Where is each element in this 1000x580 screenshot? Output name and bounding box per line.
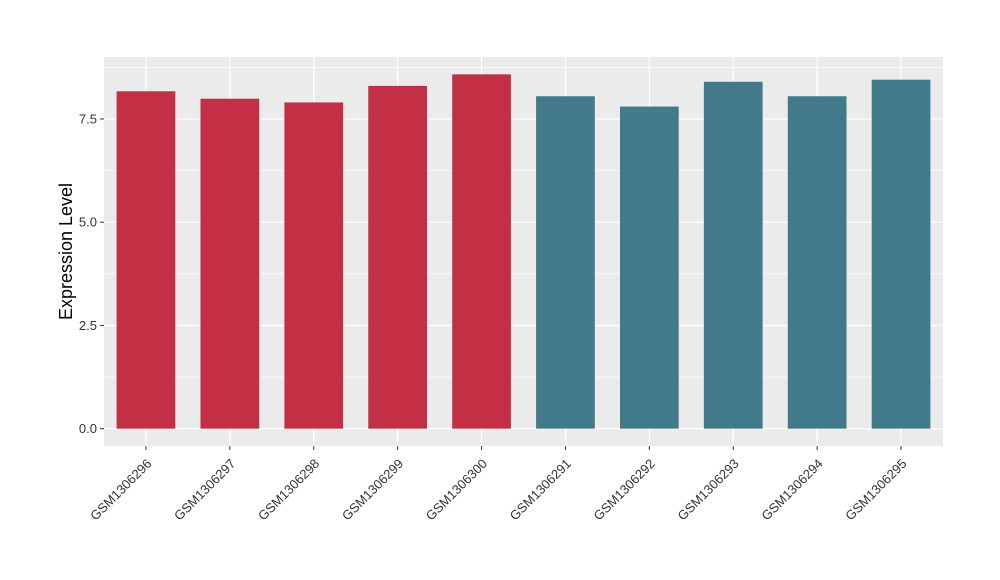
bars — [116, 74, 931, 429]
x-tick-label: GSM1306299 — [339, 456, 406, 523]
x-tick-label: GSM1306294 — [758, 456, 825, 523]
y-tick-label: 5.0 — [79, 215, 97, 230]
x-tick-label: GSM1306293 — [674, 456, 741, 523]
x-tick-label: GSM1306291 — [507, 456, 574, 523]
bar-GSM1306297 — [200, 98, 260, 429]
y-tick-label: 7.5 — [79, 111, 97, 126]
bar-GSM1306295 — [871, 79, 931, 429]
y-tick-label: 2.5 — [79, 318, 97, 333]
y-tick-label: 0.0 — [79, 421, 97, 436]
x-tick-label: GSM1306295 — [842, 456, 909, 523]
bar-GSM1306293 — [703, 81, 763, 429]
x-tick-label: GSM1306298 — [255, 456, 322, 523]
y-axis-title: Expression Level — [56, 183, 76, 320]
x-tick-label: GSM1306292 — [591, 456, 658, 523]
bar-GSM1306300 — [452, 74, 511, 429]
x-tick-label: GSM1306297 — [171, 456, 238, 523]
bar-GSM1306296 — [116, 91, 176, 429]
bar-GSM1306298 — [284, 102, 344, 429]
bar-GSM1306292 — [619, 106, 679, 429]
bar-GSM1306299 — [368, 85, 428, 429]
x-tick-label: GSM1306300 — [423, 456, 490, 523]
bar-GSM1306294 — [787, 96, 847, 429]
x-tick-label: GSM1306296 — [87, 456, 154, 523]
bar-GSM1306291 — [536, 96, 595, 429]
